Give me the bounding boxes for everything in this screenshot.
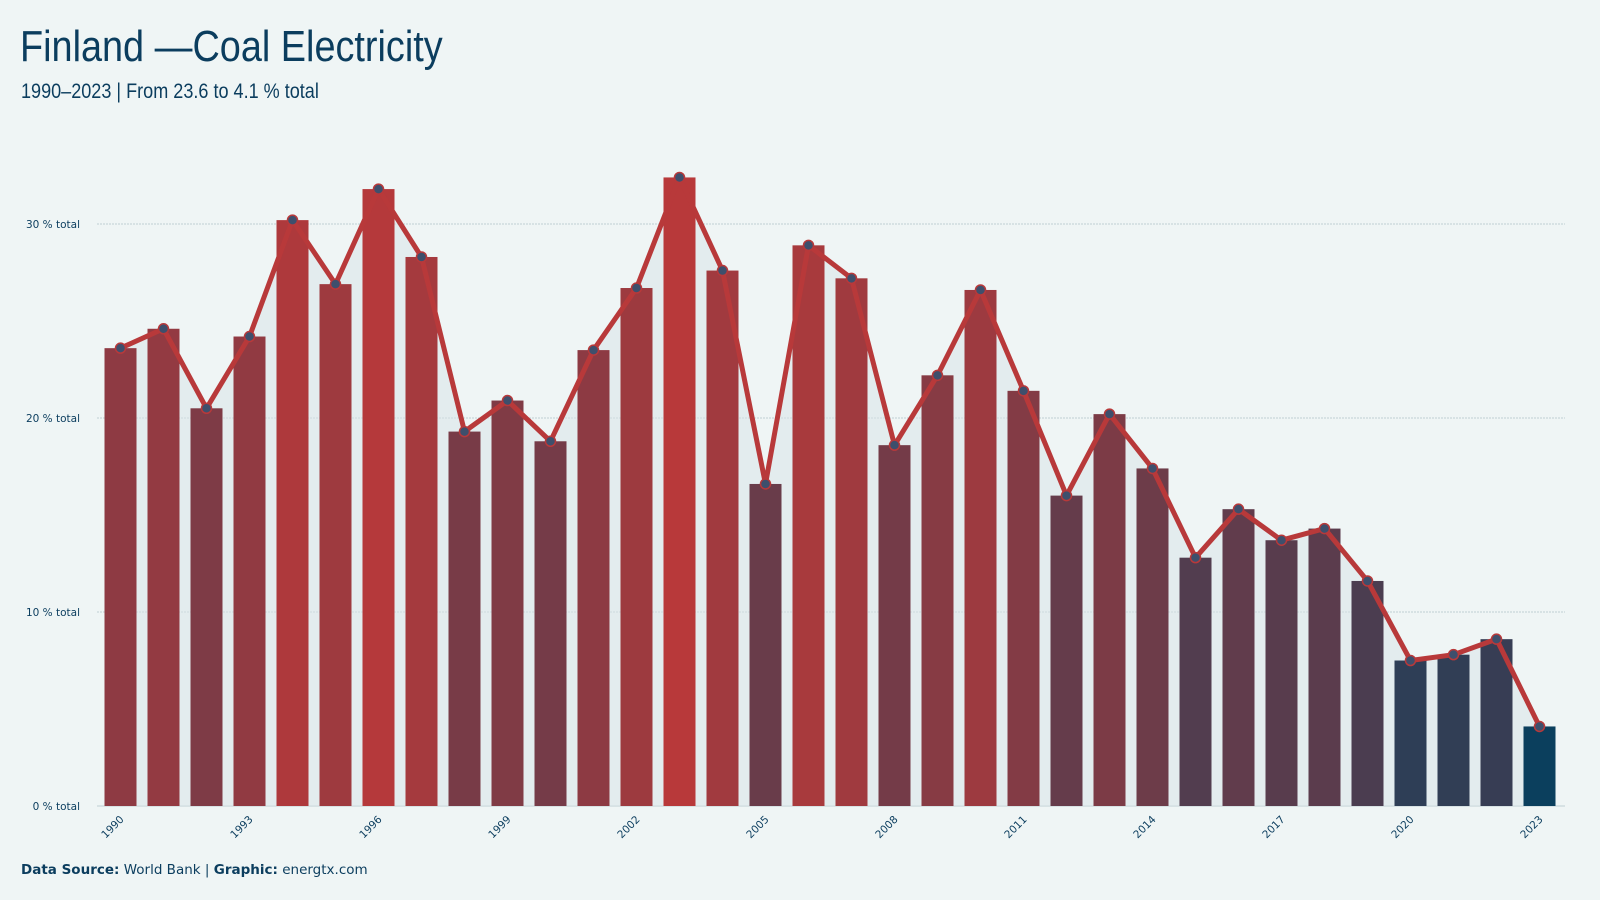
bar-1999 (491, 400, 524, 806)
point-2019 (1361, 575, 1374, 587)
x-tick-label-2008: 2008 (873, 814, 900, 841)
point-2006 (802, 239, 815, 252)
bar-2003 (663, 177, 696, 806)
point-2009 (931, 369, 944, 382)
point-1998 (458, 425, 471, 438)
point-2012 (1060, 489, 1073, 502)
y-tick-label-30: 30 % total (26, 219, 80, 231)
x-tick-label-1993: 1993 (228, 814, 255, 841)
x-tick-label-2002: 2002 (615, 814, 642, 841)
point-2004 (716, 264, 729, 277)
point-2001 (587, 344, 600, 356)
footer-separator: | (204, 862, 210, 878)
x-tick-label-2005: 2005 (744, 814, 771, 841)
graphic-label: Graphic: (213, 862, 278, 878)
bar-2002 (620, 288, 653, 806)
chart-subtitle: 1990–2023 | From 23.6 to 4.1 % total (21, 80, 319, 103)
point-1995 (329, 278, 342, 290)
bar-1990 (104, 348, 137, 806)
bar-2004 (706, 270, 739, 806)
footer-credits: Data Source: World Bank | Graphic: energ… (21, 861, 368, 879)
point-1996 (372, 183, 385, 195)
bar-2019 (1351, 580, 1384, 806)
bar-2007 (835, 278, 868, 806)
bar-1996 (362, 189, 395, 806)
point-2021 (1447, 648, 1460, 661)
bar-2008 (878, 445, 911, 806)
point-2018 (1318, 522, 1331, 535)
point-2011 (1017, 385, 1030, 397)
bar-2005 (749, 483, 782, 806)
bar-2001 (577, 350, 610, 806)
point-2010 (974, 284, 987, 296)
bar-2011 (1007, 390, 1040, 806)
point-2005 (759, 478, 772, 490)
point-2015 (1189, 551, 1202, 564)
point-2014 (1146, 462, 1159, 475)
point-1993 (243, 330, 256, 343)
point-2023 (1533, 720, 1546, 733)
x-tick-label-2014: 2014 (1131, 813, 1159, 841)
series-line (118, 174, 1542, 729)
point-2007 (845, 272, 858, 285)
bar-2014 (1136, 468, 1169, 806)
x-tick-label-2023: 2023 (1518, 814, 1545, 841)
point-1994 (286, 214, 299, 226)
graphic-value: energtx.com (282, 862, 368, 878)
bar-2017 (1265, 540, 1298, 806)
bar-2016 (1222, 509, 1255, 806)
source-label: Data Source: (21, 862, 120, 878)
point-2003 (673, 171, 686, 184)
point-2002 (630, 282, 643, 294)
point-2017 (1275, 534, 1288, 546)
point-2008 (888, 439, 901, 451)
bar-1994 (276, 220, 309, 806)
y-tick-label-0: 0 % total (33, 801, 80, 813)
x-tick-label-1996: 1996 (357, 813, 385, 841)
bar-2006 (792, 245, 825, 807)
bar-1991 (147, 328, 180, 806)
x-tick-label-2011: 2011 (1002, 814, 1029, 841)
bar-2012 (1050, 495, 1083, 806)
bar-1993 (233, 336, 266, 806)
bar-2021 (1437, 654, 1470, 806)
y-tick-label-10: 10 % total (26, 607, 80, 619)
point-2022 (1490, 633, 1503, 645)
point-1997 (415, 251, 428, 263)
source-value: World Bank (123, 862, 201, 878)
point-1990 (114, 342, 127, 354)
point-1991 (157, 323, 170, 335)
x-tick-label-2017: 2017 (1260, 814, 1287, 841)
bar-2015 (1179, 557, 1212, 806)
bar-2000 (534, 441, 567, 806)
point-1999 (501, 394, 514, 407)
point-2000 (544, 435, 557, 448)
bar-2009 (921, 375, 954, 806)
bar-1998 (448, 431, 481, 806)
x-tick-label-1999: 1999 (486, 814, 513, 841)
bar-1995 (319, 284, 352, 806)
point-2016 (1232, 503, 1245, 515)
point-2020 (1404, 654, 1417, 667)
bar-2013 (1093, 414, 1126, 806)
bar-1992 (190, 408, 223, 806)
x-tick-label-1990: 1990 (99, 814, 126, 841)
y-tick-label-20: 20 % total (26, 413, 80, 425)
point-2013 (1103, 408, 1116, 420)
bar-2010 (964, 289, 997, 807)
bar-2018 (1308, 528, 1341, 806)
bar-2023 (1523, 726, 1556, 806)
x-tick-label-2020: 2020 (1389, 814, 1416, 841)
bar-2022 (1480, 639, 1513, 806)
chart-title: Finland —Coal Electricity (20, 22, 443, 71)
bar-1997 (405, 256, 438, 807)
bar-2020 (1394, 660, 1427, 806)
point-1992 (200, 402, 213, 415)
